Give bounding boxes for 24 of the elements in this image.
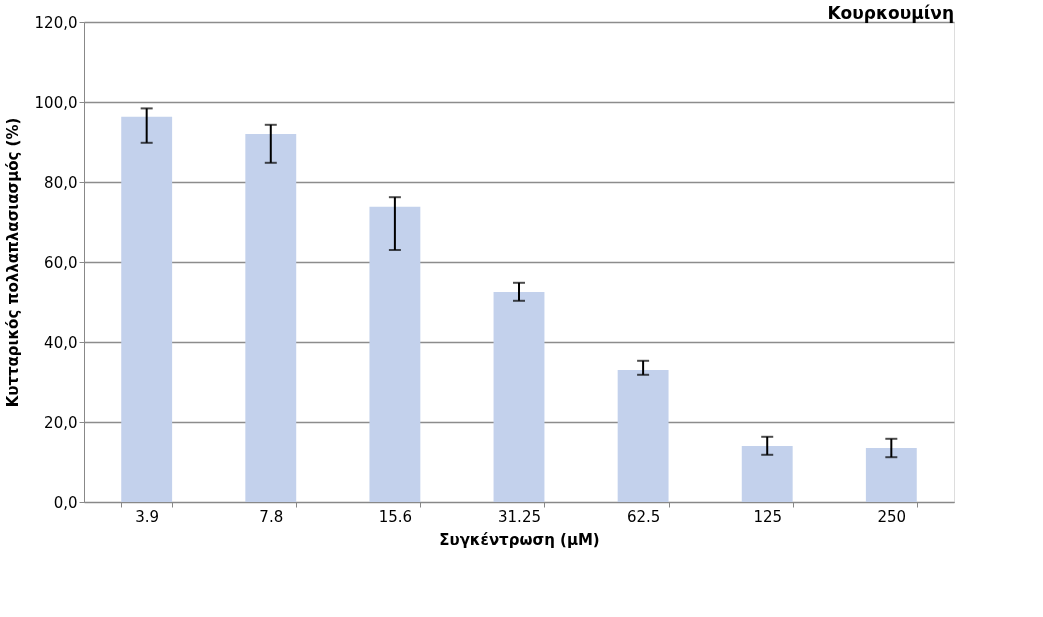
x-tick-label: 15.6 (378, 507, 413, 526)
chart-title: Κουρκουμίνη (827, 3, 954, 23)
y-axis-title: Κυτταρικός πολλαπλασιασμός (%) (3, 117, 22, 408)
y-tick-label: 0,0 (53, 493, 78, 512)
bar (121, 116, 173, 502)
y-tick-label: 80,0 (44, 173, 78, 192)
x-tick-label: 7.8 (259, 507, 284, 526)
y-tick-label: 120,0 (34, 13, 78, 32)
x-tick-label: 250 (877, 507, 907, 526)
bar (245, 134, 297, 502)
bar (617, 370, 669, 502)
y-tick-label: 40,0 (44, 333, 78, 352)
bar (493, 292, 545, 502)
bar (865, 448, 917, 502)
bar (369, 206, 421, 502)
bar (741, 446, 793, 502)
y-tick-label: 20,0 (44, 413, 78, 432)
y-tick-label: 60,0 (44, 253, 78, 272)
y-tick-label: 100,0 (34, 93, 78, 112)
x-axis-title: Συγκέντρωση (μM) (439, 530, 600, 549)
x-tick-label: 31.25 (498, 507, 541, 526)
x-tick-label: 3.9 (135, 507, 160, 526)
x-tick-label: 125 (753, 507, 783, 526)
x-tick-label: 62.5 (626, 507, 661, 526)
